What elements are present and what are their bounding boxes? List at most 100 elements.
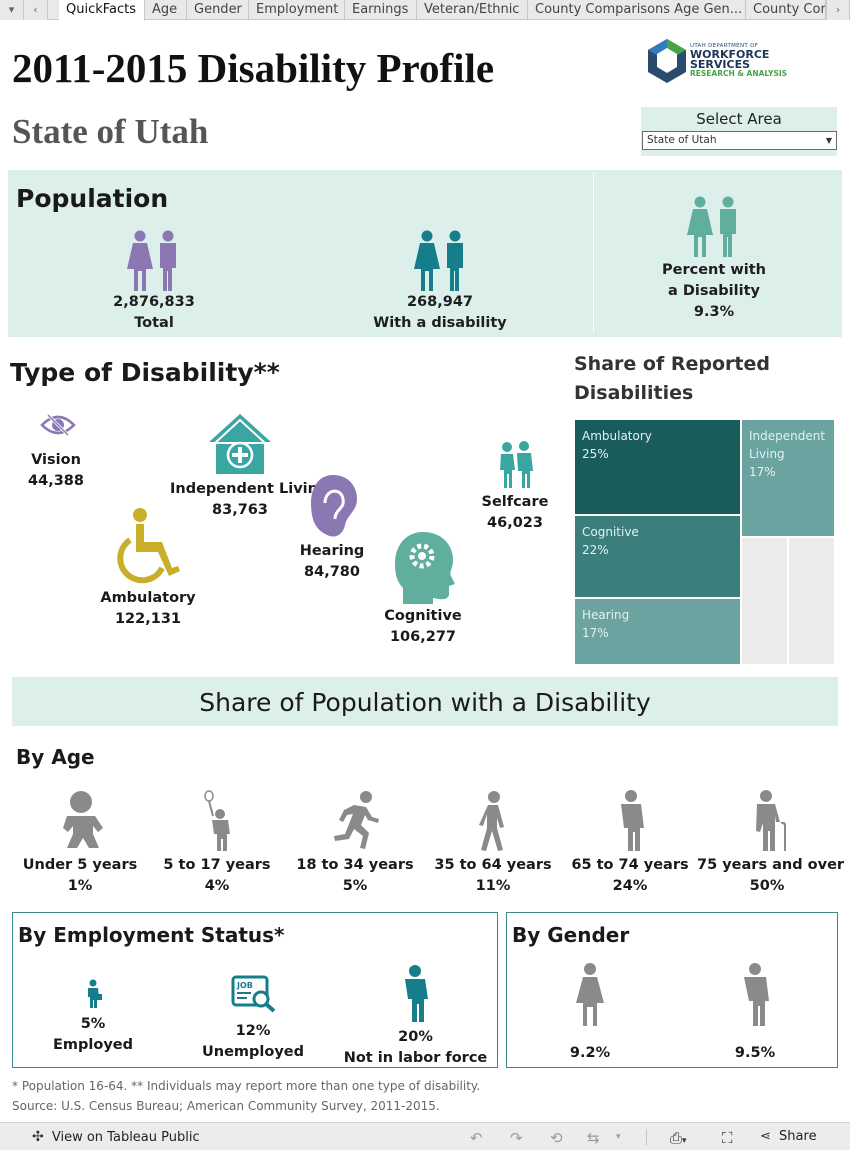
age-label: 5 to 17 years bbox=[163, 857, 271, 873]
svg-text:JOB: JOB bbox=[236, 981, 253, 990]
independent-living-value: 83,763 bbox=[212, 502, 268, 518]
view-on-tableau-public-link[interactable]: ✣ View on Tableau Public bbox=[32, 1128, 200, 1146]
dws-logo[interactable]: UTAH DEPARTMENT OF WORKFORCE SERVICES RE… bbox=[646, 38, 816, 84]
employment-not-in-labor-force: 20% Not in labor force bbox=[343, 1027, 488, 1069]
tab-scroll-left-button[interactable]: ‹ bbox=[24, 0, 48, 20]
population-disability: 268,947 With a disability bbox=[365, 292, 515, 334]
selfcare-stat: Selfcare 46,023 bbox=[475, 492, 555, 534]
gender-male-value: 9.5% bbox=[734, 1045, 776, 1061]
child-icon bbox=[204, 790, 230, 851]
treemap-ambulatory-label: Ambulatory bbox=[582, 429, 652, 443]
employment-status-title: By Employment Status* bbox=[18, 923, 285, 947]
selfcare-label: Selfcare bbox=[481, 494, 549, 510]
age-label: 18 to 34 years bbox=[296, 857, 414, 873]
treemap-cell-independent-living[interactable]: Independent Living 17% bbox=[742, 420, 834, 536]
age-label: 75 years and over bbox=[697, 857, 845, 873]
footnote-line-1: * Population 16-64. ** Individuals may r… bbox=[12, 1079, 481, 1093]
source-note: Source: U.S. Census Bureau; American Com… bbox=[12, 1099, 440, 1113]
population-panel: Population 2,876,833 Total 268,947 With … bbox=[8, 170, 842, 337]
employment-value: 12% bbox=[235, 1023, 271, 1039]
male-icon bbox=[744, 963, 769, 1026]
refresh-icon[interactable]: ⇆ bbox=[587, 1129, 600, 1147]
hearing-icon bbox=[311, 475, 357, 537]
divider bbox=[593, 173, 594, 333]
tab-quickfacts[interactable]: QuickFacts bbox=[59, 0, 145, 21]
by-age-title: By Age bbox=[16, 745, 95, 769]
wheelchair-icon bbox=[117, 508, 180, 584]
share-label: Share bbox=[779, 1129, 817, 1144]
gender-panel: By Gender 9.2% 9.5% bbox=[506, 912, 838, 1068]
vision-icon bbox=[40, 413, 76, 437]
treemap-cognitive-value: 22% bbox=[582, 543, 609, 557]
age-group-5-17: 5 to 17 years 4% bbox=[147, 855, 287, 897]
female-icon bbox=[576, 963, 604, 1026]
select-area-dropdown[interactable]: State of Utah ▼ bbox=[642, 131, 837, 150]
population-disability-value: 268,947 bbox=[406, 294, 474, 310]
share-icon: ⋖ bbox=[760, 1129, 771, 1144]
select-area-panel: Select Area State of Utah ▼ bbox=[641, 107, 837, 156]
treemap-cell-vision[interactable] bbox=[742, 538, 787, 664]
treemap-hearing-label: Hearing bbox=[582, 608, 630, 622]
ambulatory-value: 122,131 bbox=[114, 611, 182, 627]
tab-earnings[interactable]: Earnings bbox=[345, 0, 417, 20]
employment-employed: 5% Employed bbox=[43, 1014, 143, 1056]
tab-gender[interactable]: Gender bbox=[187, 0, 249, 20]
employment-unemployed: 12% Unemployed bbox=[193, 1021, 313, 1063]
not-in-labor-force-icon bbox=[405, 965, 428, 1022]
selfcare-icon bbox=[500, 441, 533, 488]
logo-line-2: WORKFORCE bbox=[690, 48, 770, 61]
selfcare-value: 46,023 bbox=[487, 515, 543, 531]
employment-status-panel: By Employment Status* 5% Employed JOB 12… bbox=[12, 912, 498, 1068]
treemap-cell-selfcare[interactable] bbox=[789, 538, 834, 664]
share-population-banner: Share of Population with a Disability bbox=[12, 677, 838, 726]
tableau-toolbar: ✣ View on Tableau Public ↶ ↷ ⟲ ⇆ ▾ ⎙▾ ⛶ … bbox=[0, 1122, 850, 1150]
vision-stat: Vision 44,388 bbox=[16, 450, 96, 492]
people-disability-icon bbox=[414, 230, 463, 291]
area-subtitle: State of Utah bbox=[12, 112, 209, 151]
age-group-under-5: Under 5 years 1% bbox=[10, 855, 150, 897]
tab-county-comparisons-age[interactable]: County Comparisons Age Gen... bbox=[528, 0, 746, 20]
tableau-logo-icon: ✣ bbox=[32, 1129, 44, 1145]
dws-logo-icon bbox=[648, 39, 686, 83]
tab-veteran-ethnic[interactable]: Veteran/Ethnic bbox=[417, 0, 528, 20]
employment-label: Not in labor force bbox=[343, 1050, 488, 1066]
treemap-cell-cognitive[interactable]: Cognitive 22% bbox=[575, 516, 740, 597]
revert-icon[interactable]: ⟲ bbox=[550, 1129, 563, 1147]
people-total-icon bbox=[127, 230, 176, 291]
population-percent-label-1: Percent with bbox=[662, 262, 766, 278]
download-icon[interactable]: ⎙▾ bbox=[670, 1129, 687, 1147]
age-label: 35 to 64 years bbox=[434, 857, 552, 873]
tab-menu-button[interactable]: ▾ bbox=[0, 0, 24, 20]
tab-county-comparisons[interactable]: County Cor bbox=[746, 0, 826, 20]
tab-age[interactable]: Age bbox=[145, 0, 187, 20]
age-label: Under 5 years bbox=[22, 857, 138, 873]
logo-line-1: UTAH DEPARTMENT OF bbox=[690, 43, 759, 49]
redo-icon[interactable]: ↷ bbox=[510, 1129, 523, 1147]
cognitive-stat: Cognitive 106,277 bbox=[378, 606, 468, 648]
caret-down-icon: ▾ bbox=[8, 3, 15, 16]
share-button[interactable]: ⋖ Share bbox=[760, 1128, 817, 1146]
treemap-cell-ambulatory[interactable]: Ambulatory 25% bbox=[575, 420, 740, 514]
tab-employment[interactable]: Employment bbox=[249, 0, 345, 20]
caret-down-icon[interactable]: ▾ bbox=[616, 1132, 621, 1142]
age-group-75-over: 75 years and over 50% bbox=[697, 855, 845, 897]
select-area-label: Select Area bbox=[696, 110, 782, 128]
share-reported-title-line-2: Disabilities bbox=[574, 382, 694, 404]
page-title: 2011-2015 Disability Profile bbox=[12, 45, 495, 91]
fullscreen-icon[interactable]: ⛶ bbox=[722, 1129, 733, 1147]
undo-icon[interactable]: ↶ bbox=[470, 1129, 483, 1147]
employment-value: 5% bbox=[80, 1016, 106, 1032]
treemap-ambulatory-value: 25% bbox=[582, 447, 609, 461]
runner-icon bbox=[334, 791, 379, 849]
hearing-stat: Hearing 84,780 bbox=[292, 541, 372, 583]
share-reported-title: Share of Reported Disabilities bbox=[574, 350, 770, 408]
population-total-value: 2,876,833 bbox=[113, 294, 195, 310]
ambulatory-label: Ambulatory bbox=[100, 590, 196, 606]
independent-living-label: Independent Living bbox=[170, 481, 329, 497]
treemap-cell-hearing[interactable]: Hearing 17% bbox=[575, 599, 740, 664]
caret-down-icon: ▼ bbox=[825, 136, 832, 145]
vision-label: Vision bbox=[31, 452, 81, 468]
toolbar-divider bbox=[646, 1129, 647, 1145]
independent-living-stat: Independent Living 83,763 bbox=[170, 479, 329, 521]
tab-scroll-right-button[interactable]: › bbox=[826, 0, 850, 20]
